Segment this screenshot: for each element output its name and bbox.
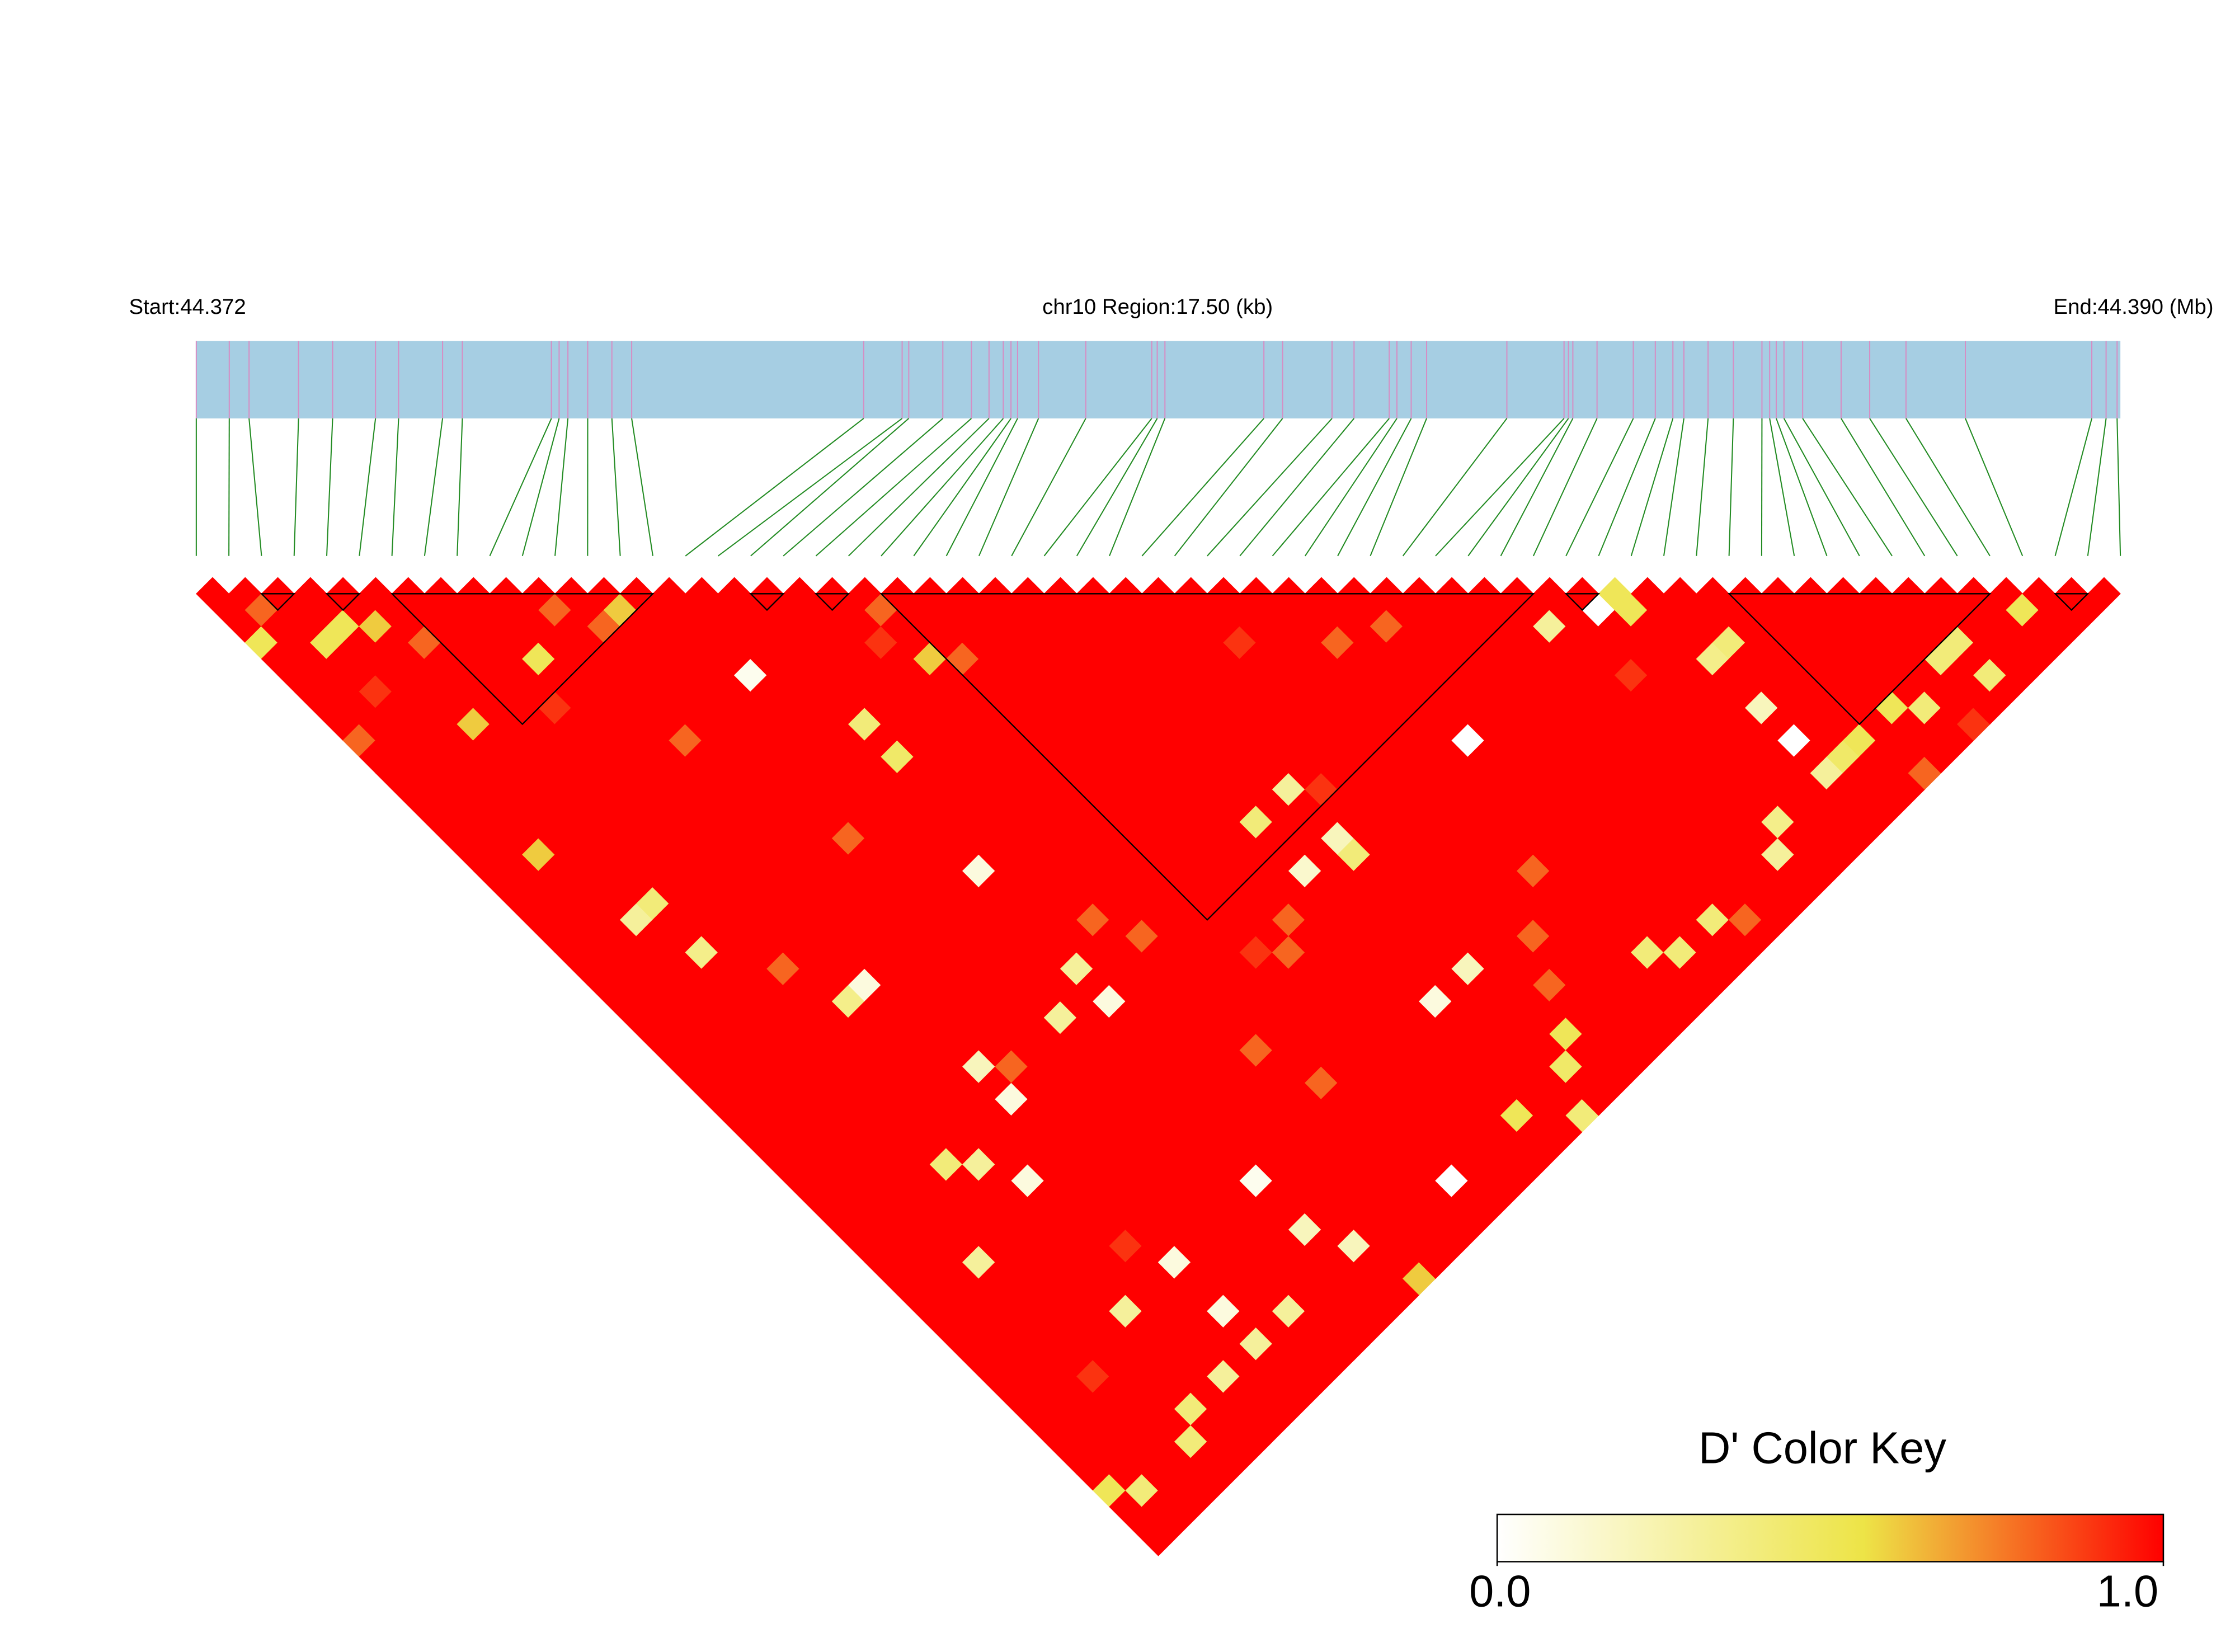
- snp-connector: [248, 418, 262, 556]
- chart-title: chr10 Region:17.50 (kb): [1042, 295, 1273, 319]
- snp-connector: [1272, 418, 1390, 557]
- snp-connector: [1207, 418, 1333, 557]
- snp-connector: [1532, 418, 1598, 557]
- snp-connector: [815, 418, 972, 557]
- snp-connector: [631, 418, 653, 556]
- end-label: End:44.390 (Mb): [2054, 295, 2214, 319]
- snp-connector: [554, 418, 569, 556]
- snp-connector: [391, 418, 399, 556]
- snp-connector: [685, 418, 864, 557]
- ld-cells: [196, 577, 2121, 1556]
- snp-connector: [1783, 418, 1860, 557]
- start-label: Start:44.372: [129, 295, 246, 319]
- ld-block: [1564, 593, 1601, 611]
- snp-connector: [913, 418, 1011, 557]
- key-tick-label: 0.0: [1469, 1566, 1531, 1616]
- snp-connector: [1802, 418, 1893, 557]
- snp-connector: [1239, 418, 1355, 557]
- snp-connector: [457, 418, 463, 556]
- snp-connector: [1109, 418, 1166, 557]
- snp-connector: [1174, 418, 1283, 557]
- snp-connector: [359, 418, 377, 556]
- snp-connector: [1905, 418, 1991, 557]
- snp-connector: [1043, 418, 1152, 557]
- snp-connector: [1076, 418, 1158, 557]
- ld-block: [1727, 593, 1992, 726]
- snp-connector: [1696, 418, 1709, 556]
- snp-connector: [783, 418, 943, 557]
- snp-connector: [1776, 418, 1828, 557]
- key-title: D' Color Key: [1698, 1423, 1946, 1472]
- snp-connector: [1598, 418, 1656, 557]
- snp-connector: [1402, 418, 1508, 557]
- snp-connector: [717, 418, 903, 557]
- ld-block: [260, 593, 296, 611]
- ld-block: [749, 593, 785, 611]
- ld-block: [390, 593, 655, 726]
- snp-connector: [1467, 418, 1569, 557]
- snp-connector: [1435, 418, 1565, 557]
- ld-block: [325, 593, 361, 611]
- snp-connector: [2054, 418, 2093, 557]
- snp-connector: [1337, 418, 1412, 557]
- snp-connector: [945, 418, 1018, 557]
- snp-connector: [848, 418, 990, 557]
- color-key-bar: [1496, 1513, 2165, 1562]
- snp-connector: [611, 418, 621, 556]
- key-tick-label: 1.0: [2097, 1566, 2158, 1616]
- snp-connector: [489, 418, 552, 557]
- ld-block: [879, 593, 1535, 921]
- snp-connector: [521, 418, 560, 557]
- snp-connector: [2087, 418, 2107, 556]
- ld-block: [2053, 593, 2090, 611]
- snp-connector: [1565, 418, 1634, 557]
- snp-connector: [1141, 418, 1264, 557]
- snp-connector: [1769, 418, 1795, 556]
- snp-connector: [1011, 418, 1086, 557]
- snp-connector: [750, 418, 910, 557]
- snp-connector: [1728, 418, 1734, 556]
- snp-connector: [881, 418, 1004, 557]
- ld-block: [814, 593, 850, 611]
- snp-connector: [424, 418, 444, 556]
- snp-connector: [1841, 418, 1926, 557]
- snp-connector: [2116, 418, 2121, 556]
- snp-connector: [978, 418, 1039, 557]
- snp-connector: [1965, 418, 2024, 557]
- snp-connector: [326, 418, 333, 556]
- snp-connector: [293, 418, 299, 556]
- snp-connector: [1370, 418, 1427, 557]
- snp-connector: [1869, 418, 1958, 557]
- ld-cell: [2087, 577, 2121, 611]
- snp-connector: [1630, 418, 1674, 557]
- snp-connector: [1500, 418, 1574, 557]
- region-bar: [196, 341, 2121, 418]
- snp-connector: [1304, 418, 1398, 557]
- snp-connector: [1663, 418, 1685, 556]
